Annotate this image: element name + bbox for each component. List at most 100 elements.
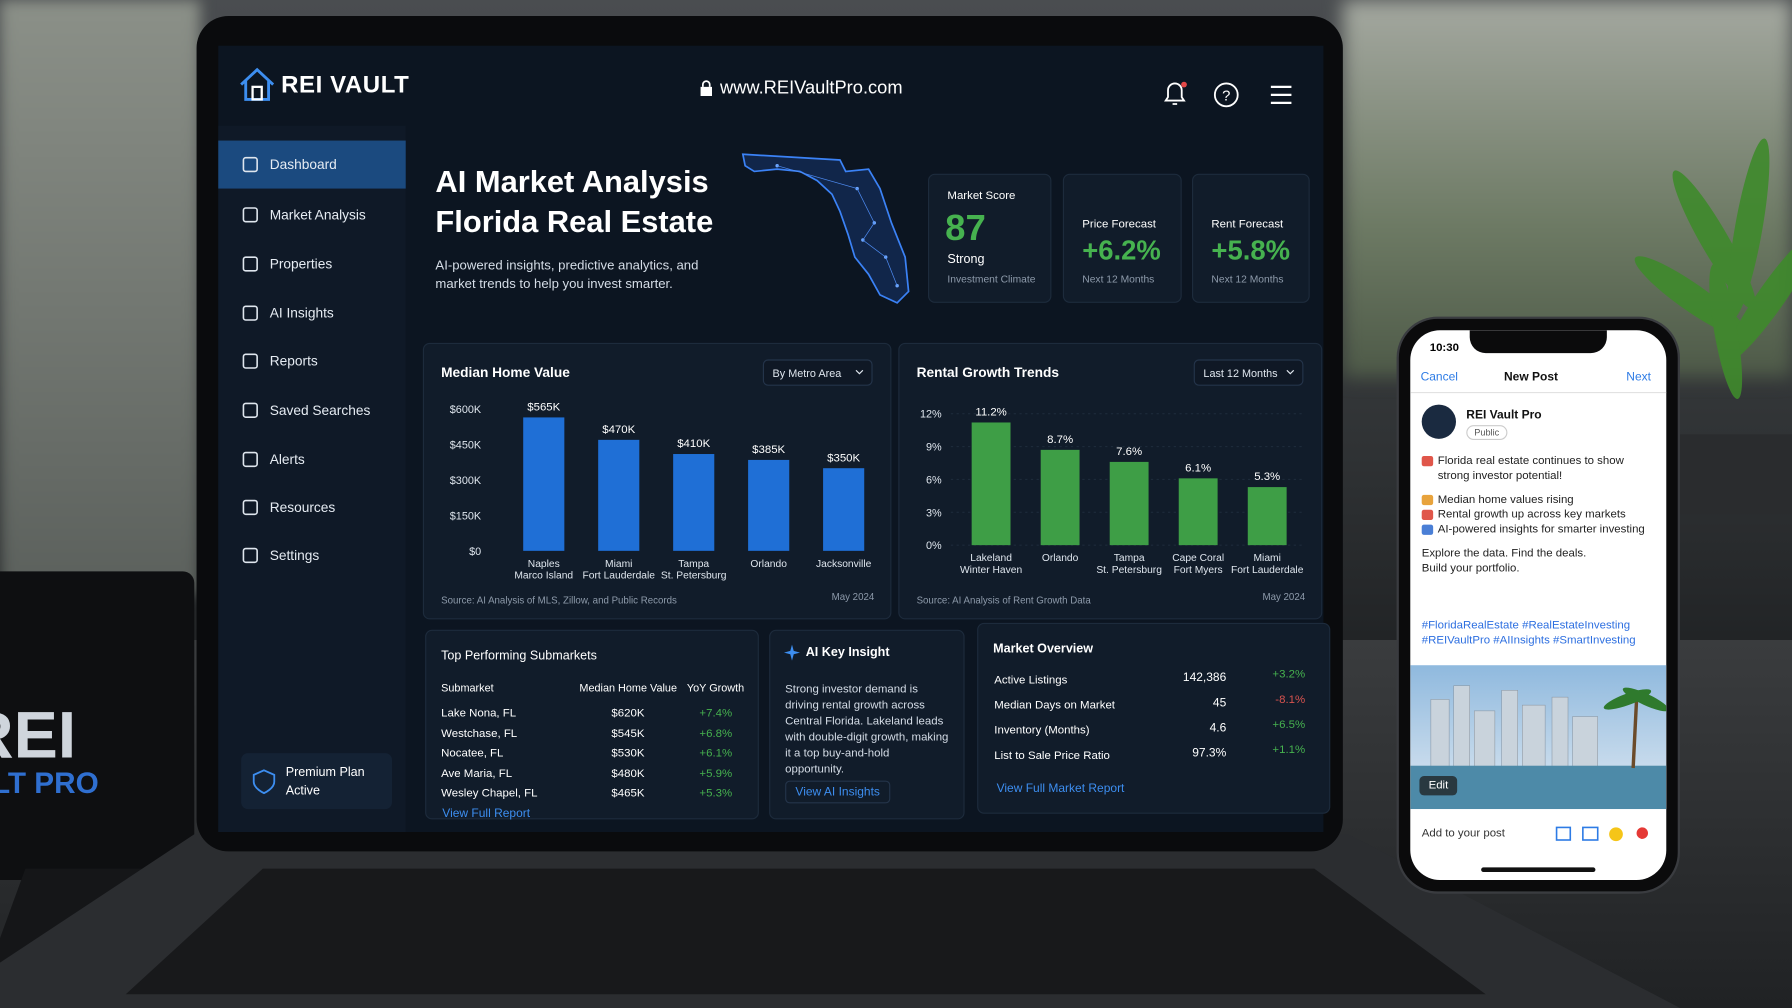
chart-date: May 2024 xyxy=(1263,592,1306,603)
plan-name: Premium Plan xyxy=(285,765,365,780)
chart-panel: Rental Growth Trends Last 12 Months 0% 3% 6%… xyxy=(898,342,1323,620)
overview-value: 45 xyxy=(1212,695,1227,710)
table-cell: Wesley Chapel, FL xyxy=(441,787,538,801)
overview-change: +3.2% xyxy=(1272,668,1306,682)
mug-text: VAULT PRO xyxy=(0,765,99,800)
post-emoji xyxy=(1421,455,1434,467)
post-line: Rental growth up across key markets xyxy=(1421,507,1651,522)
nav-item[interactable]: Reports xyxy=(269,353,318,370)
overview-change: +1.1% xyxy=(1272,743,1306,757)
bar xyxy=(971,422,1011,546)
x-tick-label: Tampa St. Petersburg xyxy=(1096,553,1162,576)
overview-link[interactable]: View Full Market Report xyxy=(996,781,1125,796)
post-emoji xyxy=(1421,524,1434,535)
bar xyxy=(1109,461,1149,546)
kpi-card: Rent Forecast +5.8% Next 12 Months xyxy=(1191,173,1310,303)
header-icons[interactable]: ? xyxy=(1160,78,1297,112)
divider xyxy=(1410,391,1667,394)
post-emoji xyxy=(1421,509,1434,520)
post-text: Explore the data. Find the deals. xyxy=(1421,547,1587,560)
nav-item[interactable]: Alerts xyxy=(269,451,305,468)
table-cell: +7.4% xyxy=(699,707,733,720)
table-link[interactable]: View Full Report xyxy=(442,806,531,821)
table-cell: Westchase, FL xyxy=(441,727,518,741)
filter-label[interactable]: Last 12 Months xyxy=(1203,368,1278,380)
insight-link[interactable]: View AI Insights xyxy=(785,780,891,804)
x-tick-label: Jacksonville xyxy=(816,559,872,570)
chevron xyxy=(855,369,864,375)
nav-item[interactable]: Dashboard xyxy=(218,140,406,189)
kpi-value: +6.2% xyxy=(1082,235,1161,267)
overview-value: 4.6 xyxy=(1209,721,1227,735)
value-label: 11.2% xyxy=(975,407,1007,419)
overview-change: -8.1% xyxy=(1275,693,1306,707)
post-line: AI-powered insights for smarter investin… xyxy=(1421,522,1651,537)
chart-source: Source: AI Analysis of Rent Growth Data xyxy=(917,595,1092,606)
filter-box xyxy=(1193,359,1304,386)
nav-item[interactable]: AI Insights xyxy=(269,305,334,322)
overview-label: List to Sale Price Ratio xyxy=(994,749,1110,763)
insight-panel: AI Key Insight Strong investor demand is… xyxy=(769,629,965,820)
post-tools[interactable] xyxy=(1554,825,1657,843)
value-label: $410K xyxy=(677,438,710,450)
kpi-card: Market Score 87 Strong Investment Climate xyxy=(927,173,1052,303)
nav-item[interactable]: Market Analysis xyxy=(269,206,366,223)
value-label: 7.6% xyxy=(1116,446,1142,458)
window-blur xyxy=(0,0,200,595)
nav-icon xyxy=(242,305,258,321)
table-cell: Nocatee, FL xyxy=(441,747,504,761)
y-tick-label: 6% xyxy=(926,474,942,486)
overview-label: Active Listings xyxy=(994,674,1068,687)
laptop-base xyxy=(0,834,1680,1008)
y-tick-label: $150K xyxy=(450,510,482,522)
chart-source: Source: AI Analysis of MLS, Zillow, and … xyxy=(441,595,677,606)
plan-box[interactable]: Premium Plan Active xyxy=(241,753,392,810)
filter-label[interactable]: By Metro Area xyxy=(773,368,843,380)
nav-icon xyxy=(242,156,258,173)
overview-panel: Market Overview Active Listings 142,386 +3… xyxy=(977,622,1331,814)
hero-title: Florida Real Estate xyxy=(435,204,714,239)
spark-icon xyxy=(783,644,800,661)
x-tick-label: Lakeland Winter Haven xyxy=(960,553,1022,576)
post-text: Median home values rising xyxy=(1437,493,1574,507)
logo-text: REI VAULT xyxy=(281,71,410,99)
table-cell: +6.1% xyxy=(699,747,733,761)
value-label: $565K xyxy=(527,402,560,414)
value-label: 6.1% xyxy=(1185,462,1211,474)
y-tick-label: 9% xyxy=(926,442,942,454)
post-line: Florida real estate continues to show st… xyxy=(1421,454,1651,484)
kpi-note: Strong xyxy=(947,252,985,267)
next[interactable]: Next xyxy=(1626,370,1651,384)
table-cell: $530K xyxy=(611,747,645,761)
table-cell: Ave Maria, FL xyxy=(441,767,513,781)
post-image xyxy=(1410,665,1667,810)
nav-item[interactable]: Resources xyxy=(269,499,336,516)
sidebar xyxy=(218,125,406,832)
nav-item[interactable]: Saved Searches xyxy=(269,402,371,419)
nav-item[interactable]: Settings xyxy=(269,547,320,564)
nav-icon xyxy=(242,402,258,418)
bar xyxy=(1178,478,1218,546)
nav-icon xyxy=(242,547,258,564)
chart-date: May 2024 xyxy=(832,592,875,603)
chart: Median Home Value By Metro Area $0 $150K $30… xyxy=(441,359,875,606)
y-tick-label: $0 xyxy=(469,546,481,558)
value-label: $350K xyxy=(827,452,860,464)
overview-value: 142,386 xyxy=(1182,670,1227,685)
nav-item[interactable]: Properties xyxy=(269,255,333,272)
table-header: Submarket xyxy=(441,682,494,695)
audience[interactable]: Public xyxy=(1466,425,1508,440)
edit-button[interactable]: Edit xyxy=(1419,775,1458,796)
bar xyxy=(1247,487,1287,546)
value-label: 5.3% xyxy=(1254,471,1280,483)
x-tick-label: Orlando xyxy=(750,559,787,570)
filter-box xyxy=(762,359,873,386)
x-tick-label: Miami Fort Lauderdale xyxy=(583,559,656,582)
cancel[interactable]: Cancel xyxy=(1420,370,1458,384)
table-cell: $545K xyxy=(611,727,645,741)
home-bar xyxy=(1481,867,1596,872)
add-to-post[interactable]: Add to your post xyxy=(1421,827,1505,840)
post-text: Build your portfolio. xyxy=(1421,562,1520,575)
